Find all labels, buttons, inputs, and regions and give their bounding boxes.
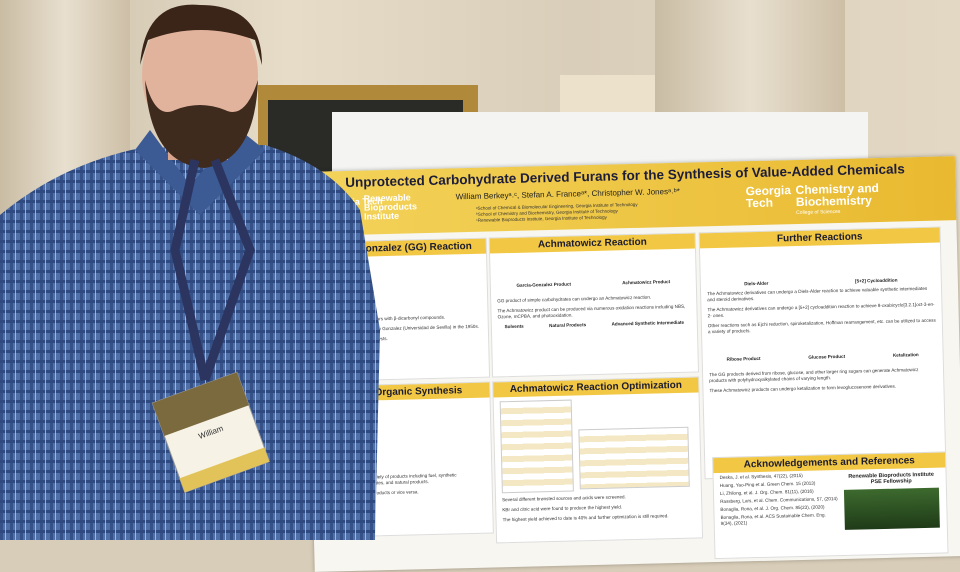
face (142, 5, 258, 145)
beard (145, 80, 258, 168)
shirt (0, 145, 380, 540)
lanyard (170, 158, 255, 382)
hair (140, 4, 262, 65)
person: William (0, 4, 380, 540)
badge-stripe (179, 447, 270, 493)
badge: William (151, 371, 271, 494)
badge-photo (152, 372, 249, 436)
